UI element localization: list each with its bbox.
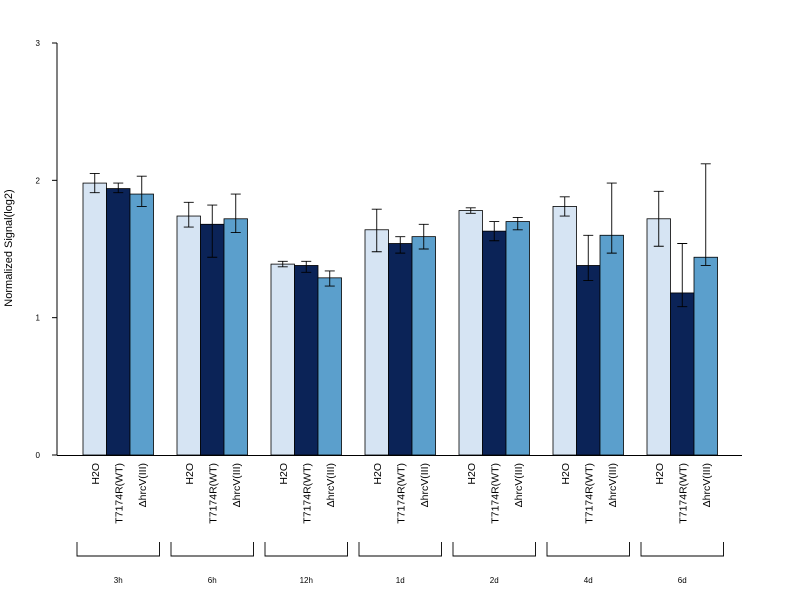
bar-label: T7174R(WT) (583, 463, 595, 524)
group-label-4d: 4d (584, 576, 593, 585)
bar-12h-2 (317, 277, 342, 456)
error-bar-1d-0 (371, 208, 382, 253)
error-bar-12h-0 (277, 260, 288, 268)
bar-3h-2 (129, 193, 154, 456)
group-bracket (76, 542, 160, 557)
bar-label: H2O (372, 463, 384, 485)
bar-labels: H2O T7174R(WT) ΔhrcV(III) H2O T7174R(WT) Δhrc… (90, 463, 713, 524)
bar-2d-0 (458, 210, 483, 456)
bar-label: T7174R(WT) (395, 463, 407, 524)
error-bar-2d-1 (489, 221, 500, 242)
error-bar-12h-1 (301, 260, 312, 273)
error-bar-4d-1 (583, 234, 594, 282)
bar-6d-1 (670, 292, 695, 456)
bar-label: ΔhrcV(III) (513, 463, 525, 507)
bar-label: ΔhrcV(III) (419, 463, 431, 507)
error-bar-1d-1 (395, 236, 406, 254)
bar-12h-0 (270, 263, 295, 456)
group-label-1d: 1d (396, 576, 405, 585)
bar-3h-1 (106, 188, 131, 456)
error-bar-3h-1 (113, 182, 124, 194)
bar-3h-0 (82, 182, 107, 456)
error-bar-1d-2 (418, 223, 429, 250)
bar-1d-1 (388, 243, 413, 456)
bar-2d-1 (482, 230, 507, 456)
bar-label: T7174R(WT) (677, 463, 689, 524)
error-bar-2d-0 (465, 207, 476, 214)
bars (82, 182, 718, 456)
bar-label: ΔhrcV(III) (607, 463, 619, 507)
bar-6h-2 (223, 218, 248, 456)
error-bars (89, 163, 711, 308)
error-bar-6d-2 (700, 163, 711, 266)
error-bar-4d-2 (606, 182, 617, 254)
error-bar-6h-0 (183, 201, 194, 228)
bar-label: H2O (466, 463, 478, 485)
group-label-6d: 6d (678, 576, 687, 585)
y-tick-label: 3 (36, 39, 41, 48)
group-label-6h: 6h (208, 576, 217, 585)
error-bar-6h-1 (207, 204, 218, 258)
bar-12h-1 (294, 265, 319, 456)
error-bar-2d-2 (512, 216, 523, 231)
bar-label: H2O (560, 463, 572, 485)
group-bracket (264, 542, 348, 557)
group-bracket (170, 542, 254, 557)
group-bracket (640, 542, 724, 557)
bar-4d-0 (552, 206, 577, 456)
y-axis: 0 1 2 3 (36, 39, 58, 460)
bar-6d-0 (646, 218, 671, 456)
group-label-3h: 3h (114, 576, 123, 585)
bar-6h-1 (200, 223, 225, 456)
bar-1d-0 (364, 229, 389, 456)
bar-4d-1 (576, 265, 601, 456)
group-label-2d: 2d (490, 576, 499, 585)
bar-label: T7174R(WT) (207, 463, 219, 524)
group-label-12h: 12h (300, 576, 313, 585)
bar-6d-2 (693, 256, 718, 456)
y-tick-label: 2 (36, 176, 41, 185)
bar-label: ΔhrcV(III) (701, 463, 713, 507)
bar-2d-2 (505, 221, 530, 456)
bar-label: ΔhrcV(III) (231, 463, 243, 507)
error-bar-6h-2 (230, 193, 241, 233)
bar-label: ΔhrcV(III) (325, 463, 337, 507)
y-axis-label: Normalized Signal(log2) (3, 189, 15, 306)
bar-label: H2O (184, 463, 196, 485)
bar-label: H2O (90, 463, 102, 485)
group-bracket (358, 542, 442, 557)
bar-label: T7174R(WT) (489, 463, 501, 524)
bar-1d-2 (411, 236, 436, 456)
group-brackets: 3h 6h 12h 1d 2d 4d 6d (76, 542, 724, 585)
bar-4d-2 (599, 234, 624, 456)
error-bar-3h-0 (89, 173, 100, 194)
error-bar-3h-2 (136, 175, 147, 207)
y-tick-label: 1 (36, 314, 41, 323)
bar-label: ΔhrcV(III) (137, 463, 149, 507)
bar-label: T7174R(WT) (301, 463, 313, 524)
error-bar-6d-1 (677, 243, 688, 308)
error-bar-4d-0 (559, 196, 570, 217)
bar-6h-0 (176, 215, 201, 456)
bar-label: H2O (654, 463, 666, 485)
error-bar-6d-0 (653, 190, 664, 247)
error-bar-12h-2 (324, 270, 335, 287)
group-bracket (546, 542, 630, 557)
bar-label: T7174R(WT) (113, 463, 125, 524)
y-tick-label: 0 (36, 451, 41, 460)
group-bracket (452, 542, 536, 557)
bar-label: H2O (278, 463, 290, 485)
